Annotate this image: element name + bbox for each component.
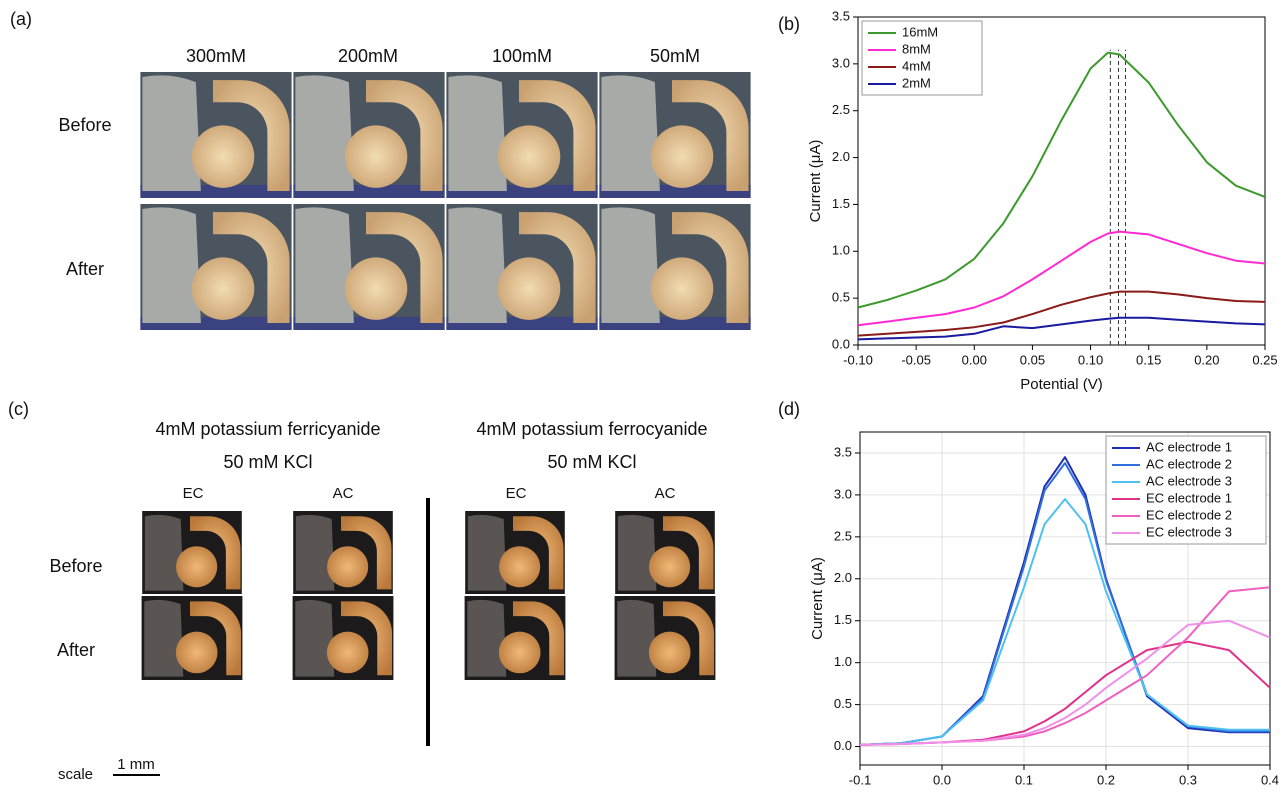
y-tick-label: 2.0 [834,570,852,585]
x-tick-label: -0.05 [901,352,931,367]
photo [293,204,444,330]
photo [446,204,597,330]
y-tick-label: 0.5 [834,696,852,711]
column-label: AC [655,485,676,502]
legend-label: AC electrode 2 [1146,456,1232,471]
column-label: AC [333,485,354,502]
page: (a) 300mM 200mM 100mM 50mM Before After … [0,0,1284,792]
scale-label: 1 mm [117,756,155,773]
column-label: 200mM [338,46,398,66]
x-tick-label: 0.10 [1078,352,1103,367]
y-tick-label: 2.5 [834,528,852,543]
row-label: Before [49,556,102,576]
y-axis-label: Current (μA) [807,140,824,223]
photo [142,596,243,680]
y-tick-label: 3.0 [834,486,852,501]
panel-label: (b) [778,14,800,34]
x-tick-label: 0.25 [1252,352,1277,367]
data-line [860,621,1270,745]
photo [140,72,291,198]
legend-label: 16mM [902,24,938,39]
y-axis-label: Current (μA) [809,557,826,640]
photo-grid [140,72,750,330]
x-tick-label: -0.1 [849,772,871,787]
column-label: EC [183,485,204,502]
photo [465,511,565,594]
y-tick-label: 3.0 [832,55,850,70]
photo [599,204,750,330]
y-tick-label: 3.5 [834,444,852,459]
column-label: 100mM [492,46,552,66]
legend-label: AC electrode 1 [1146,439,1232,454]
photo [140,204,291,330]
legend-label: 2mM [902,75,931,90]
y-tick-label: 3.5 [832,8,850,23]
legend-label: EC electrode 1 [1146,490,1232,505]
data-line [858,292,1265,336]
data-line [858,318,1265,340]
panel-label: (a) [10,9,32,29]
y-tick-label: 2.0 [832,149,850,164]
x-tick-label: 0.05 [1020,352,1045,367]
figure: (a) 300mM 200mM 100mM 50mM Before After … [0,0,1284,792]
panel-title: 4mM potassium ferrocyanide [476,419,707,439]
y-tick-label: 0.0 [834,738,852,753]
column-label: EC [506,485,527,502]
x-tick-label: 0.0 [933,772,951,787]
x-tick-label: 0.00 [962,352,987,367]
x-tick-label: 0.4 [1261,772,1279,787]
row-label: Before [58,115,111,135]
panel-title: 50 mM KCl [223,452,312,472]
panel-label: (d) [778,399,800,419]
photo [293,511,393,594]
photo [615,511,715,594]
column-label: 50mM [650,46,700,66]
data-line [860,587,1270,745]
x-tick-label: 0.1 [1015,772,1033,787]
x-axis-label: Potential (V) [1020,376,1103,393]
y-tick-label: 1.0 [832,243,850,258]
panel-label: (c) [8,399,29,419]
photo [293,72,444,198]
legend-label: EC electrode 3 [1146,524,1232,539]
x-tick-label: -0.10 [843,352,873,367]
x-tick-label: 0.3 [1179,772,1197,787]
legend-label: 4mM [902,58,931,73]
photo [615,596,716,680]
panel-title: 4mM potassium ferricyanide [155,419,380,439]
photo [599,72,750,198]
legend-label: 8mM [902,41,931,56]
column-label: 300mM [186,46,246,66]
y-tick-label: 0.0 [832,336,850,351]
photo [446,72,597,198]
legend-label: AC electrode 3 [1146,473,1232,488]
x-tick-label: 0.2 [1097,772,1115,787]
photo [293,596,394,680]
photo [142,511,242,594]
y-tick-label: 1.5 [832,196,850,211]
row-label: After [66,259,104,279]
data-line [858,232,1265,326]
panel-title: 50 mM KCl [547,452,636,472]
legend-label: EC electrode 2 [1146,507,1232,522]
row-label: After [57,640,95,660]
y-tick-label: 1.5 [834,612,852,627]
x-tick-label: 0.15 [1136,352,1161,367]
y-tick-label: 2.5 [832,102,850,117]
x-tick-label: 0.20 [1194,352,1219,367]
scale-text: scale [58,766,93,783]
photo [465,596,566,680]
y-tick-label: 1.0 [834,654,852,669]
y-tick-label: 0.5 [832,290,850,305]
